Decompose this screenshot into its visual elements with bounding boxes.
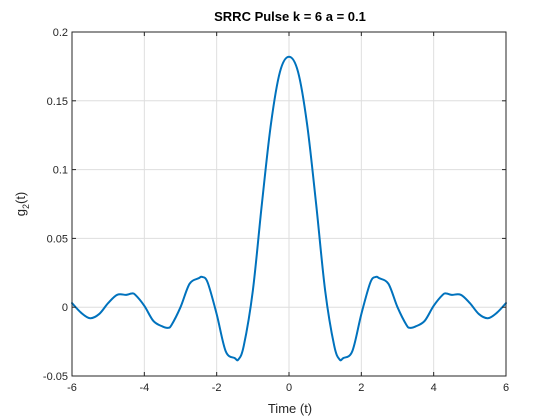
x-tick-label-5: 4 <box>431 382 437 394</box>
y-axis-label: g2(t) <box>13 192 31 217</box>
x-tick-label-0: -6 <box>67 382 77 394</box>
x-tick-label-6: 6 <box>503 382 509 394</box>
y-axis-label-subscript: 2 <box>21 204 31 209</box>
y-axis-label-suffix: (t) <box>13 192 28 204</box>
y-tick-label-5: 0.2 <box>53 27 68 39</box>
y-tick-label-3: 0.1 <box>53 165 68 177</box>
x-tick-label-3: 0 <box>286 382 292 394</box>
y-axis-label-base: g <box>13 209 28 216</box>
x-axis-label: Time (t) <box>268 401 312 416</box>
y-tick-label-1: 0 <box>62 302 68 314</box>
chart-title: SRRC Pulse k = 6 a = 0.1 <box>214 9 366 24</box>
x-tick-label-2: -2 <box>212 382 222 394</box>
y-ticks: -0.05 0 0.05 0.1 0.15 0.2 <box>43 27 506 383</box>
x-tick-label-1: -4 <box>139 382 149 394</box>
y-tick-label-0: -0.05 <box>43 371 68 383</box>
x-ticks: -6 -4 -2 0 2 4 6 <box>67 32 509 394</box>
y-tick-label-4: 0.15 <box>47 96 68 108</box>
series-line <box>71 55 507 362</box>
y-tick-label-2: 0.05 <box>47 233 68 245</box>
x-tick-label-4: 2 <box>358 382 364 394</box>
